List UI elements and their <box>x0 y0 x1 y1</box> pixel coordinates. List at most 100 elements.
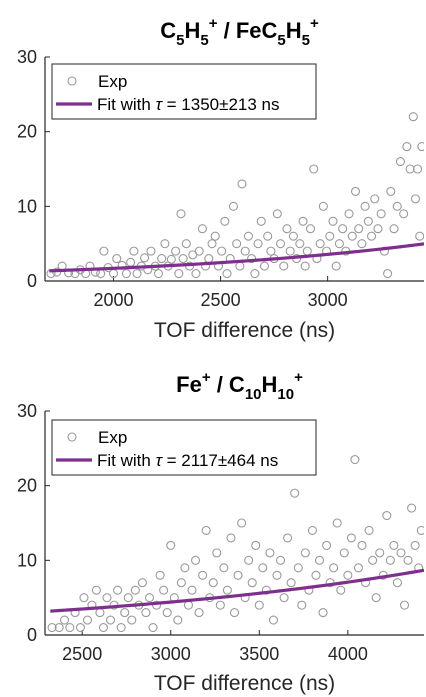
exp-point <box>183 600 194 610</box>
exp-point <box>266 246 276 256</box>
exp-point <box>282 224 292 234</box>
exp-point <box>148 622 158 633</box>
exp-point <box>268 615 279 625</box>
exp-point <box>91 585 101 595</box>
exp-point <box>126 257 136 267</box>
exp-point <box>297 600 307 610</box>
legend-fit-tau: τ <box>156 95 164 114</box>
legend-fit-value: = 2117±464 ns <box>162 451 278 470</box>
exp-point <box>305 224 316 234</box>
exp-point <box>346 533 356 543</box>
exp-point <box>336 585 346 595</box>
exp-point <box>253 239 263 249</box>
legend-exp-label: Exp <box>98 72 127 91</box>
exp-point <box>146 246 156 256</box>
legend-fit-label: Fit with τ = 1350±213 ns <box>97 95 280 114</box>
exp-point <box>416 525 424 536</box>
exp-point <box>370 194 380 204</box>
exp-point <box>197 224 207 234</box>
exp-point <box>95 608 105 618</box>
exp-point <box>191 268 201 279</box>
exp-point <box>261 585 271 595</box>
exp-point <box>243 231 253 241</box>
exp-point <box>153 268 164 279</box>
title-part: 5 <box>302 32 310 49</box>
exp-point <box>54 622 64 633</box>
exp-point <box>338 224 348 234</box>
exp-point <box>219 563 229 573</box>
exp-point <box>162 608 172 618</box>
exp-point <box>373 224 383 234</box>
exp-point <box>415 231 424 241</box>
exp-point <box>102 593 112 603</box>
exp-point <box>302 246 312 256</box>
exp-point <box>120 608 130 618</box>
exp-point <box>334 239 344 249</box>
exp-point <box>250 268 260 279</box>
exp-point <box>385 555 395 565</box>
exp-point <box>395 156 405 167</box>
title-part: 10 <box>277 386 294 403</box>
exp-point <box>413 164 423 174</box>
exp-point <box>215 600 225 610</box>
title-part: H <box>184 18 200 43</box>
exp-point <box>140 253 150 263</box>
legend-exp-marker <box>67 432 77 442</box>
chart-title: Fe+ / C10H10+ <box>176 369 303 403</box>
exp-point <box>405 164 415 174</box>
exp-point <box>171 246 181 256</box>
exp-point <box>392 578 402 588</box>
exp-point <box>220 216 230 226</box>
exp-point <box>368 555 378 565</box>
exp-point <box>290 488 300 498</box>
title-part: 5 <box>200 32 208 49</box>
exp-point <box>357 540 367 550</box>
exp-point <box>210 231 220 241</box>
exp-point <box>237 518 247 528</box>
exp-point <box>96 268 106 279</box>
data-layer <box>47 454 424 633</box>
y-tick-label: 30 <box>17 401 37 421</box>
exp-point <box>354 224 364 234</box>
fit-curve <box>49 242 424 273</box>
title-part: H <box>262 372 278 397</box>
exp-point <box>254 600 264 610</box>
exp-point <box>275 555 286 565</box>
exp-point <box>75 622 85 633</box>
exp-point <box>399 209 409 219</box>
title-part: + <box>294 369 303 386</box>
exp-point <box>180 563 190 573</box>
y-tick-label: 0 <box>27 625 37 645</box>
exp-point <box>275 239 286 249</box>
title-part: + <box>310 15 319 32</box>
exp-point <box>144 593 155 603</box>
data-layer <box>46 112 424 279</box>
exp-point <box>190 555 201 565</box>
exp-point <box>132 268 142 279</box>
exp-point <box>396 548 406 558</box>
fit-curve <box>50 568 424 613</box>
x-tick-label: 2500 <box>62 644 102 664</box>
title-part: + <box>209 15 218 32</box>
x-tick-label: 2000 <box>93 290 133 310</box>
exp-point <box>288 231 298 241</box>
exp-point <box>235 261 245 271</box>
exp-point <box>272 570 282 580</box>
title-part: / C <box>211 372 245 397</box>
legend-fit-prefix: Fit with <box>97 95 156 114</box>
exp-point <box>285 246 295 256</box>
exp-point <box>350 186 361 196</box>
exp-point <box>233 570 243 580</box>
exp-point <box>392 201 402 211</box>
exp-point <box>178 254 188 264</box>
title-part: 5 <box>176 32 184 49</box>
exp-point <box>141 608 151 618</box>
exp-point <box>410 194 420 204</box>
title-part: + <box>202 369 211 386</box>
exp-point <box>232 239 242 249</box>
exp-point <box>229 608 240 618</box>
x-tick-label: 4000 <box>328 644 368 664</box>
exp-point <box>181 239 191 249</box>
